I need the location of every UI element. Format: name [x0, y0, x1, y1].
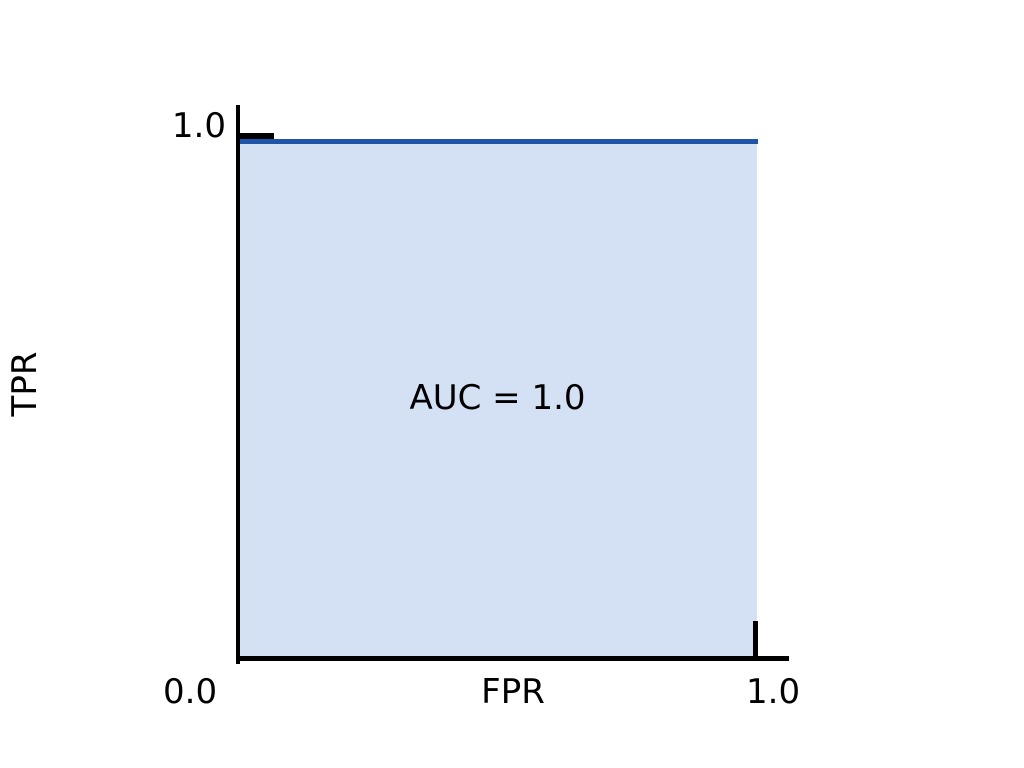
x-axis-tick-mark-right: [753, 621, 758, 661]
x-axis-tick-label-left: 0.0: [163, 672, 218, 712]
x-axis-spine: [236, 656, 789, 661]
y-axis-tick-label-top: 1.0: [171, 106, 226, 146]
auc-fill-region: [240, 143, 757, 657]
y-axis-label: TPR: [5, 351, 45, 417]
x-axis-label: FPR: [481, 672, 545, 712]
x-axis-tick-label-right: 1.0: [746, 672, 801, 712]
y-axis-spine: [236, 105, 240, 664]
roc-curve-line: [237, 139, 758, 144]
auc-annotation-text: AUC = 1.0: [409, 378, 586, 418]
y-axis-tick-mark-top: [237, 133, 274, 139]
